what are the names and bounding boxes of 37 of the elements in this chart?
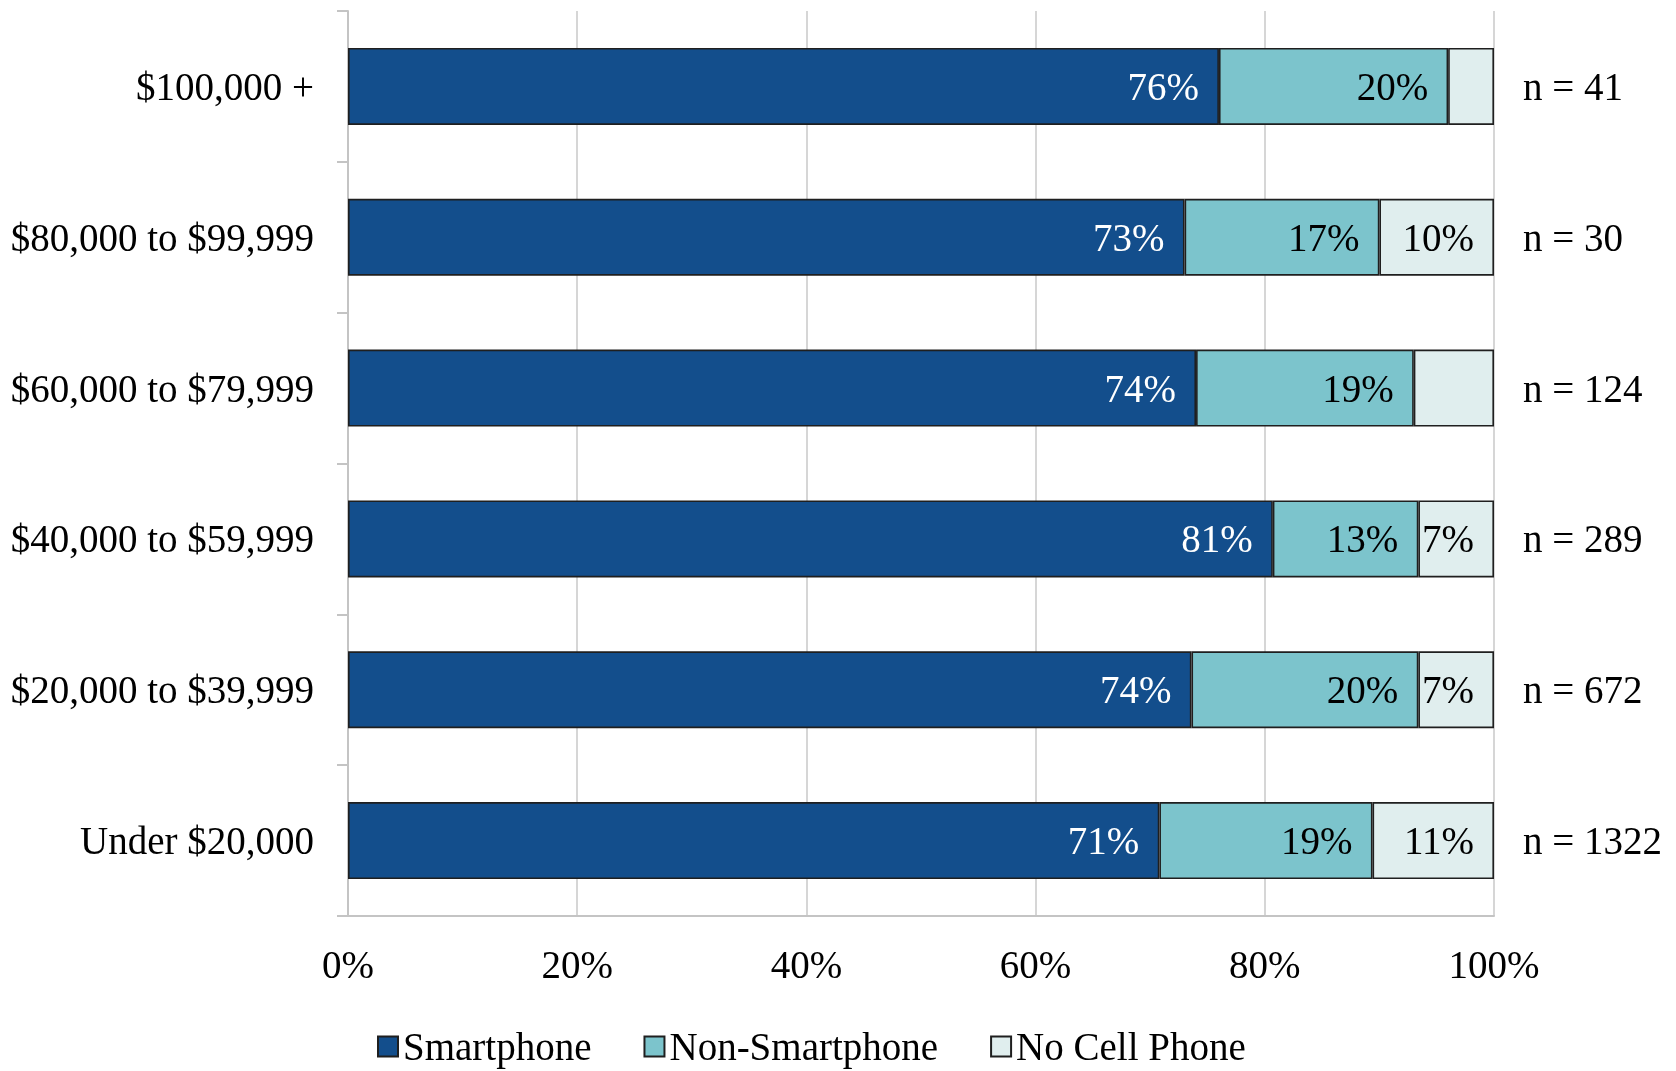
x-tick-label: 80% [1229,943,1301,986]
text: n = 30 [1523,215,1623,259]
data-label: 20% [1326,668,1399,712]
data-label: 74% [1104,366,1177,410]
data-label: 7% [1422,517,1474,561]
data-label: 13% [1326,517,1399,561]
data-label: 19% [1322,366,1394,410]
data-label: 10% [1402,215,1474,259]
text: n = 41 [1523,64,1623,108]
y-tick-label: $60,000 to $79,999 [10,366,314,410]
x-tick-label: 40% [770,943,843,986]
y-tick-label: $100,000 + [136,64,314,108]
data-label: 81% [1181,517,1253,561]
x-tick-label: 0% [322,943,374,986]
legend-label: Non-Smartphone [669,1025,939,1069]
data-label: 17% [1287,215,1360,259]
text: n = 1322 [1523,819,1662,863]
data-label: 7% [1422,668,1474,712]
data-label: 73% [1093,215,1165,259]
data-label: 11% [1403,819,1474,863]
y-tick-label: $20,000 to $39,999 [10,668,314,712]
data-label: 76% [1127,64,1199,108]
text: n = 672 [1523,668,1643,712]
x-tick-label: 100% [1448,943,1540,986]
y-tick-label: Under $20,000 [80,819,314,863]
x-tick-label: 60% [999,943,1072,986]
x-tick-label: 20% [541,943,613,986]
legend-label: No Cell Phone [1016,1025,1246,1068]
text: n = 124 [1523,366,1643,410]
y-tick-label: $40,000 to $59,999 [10,517,314,561]
data-label: 74% [1099,668,1172,712]
data-label: 71% [1067,819,1140,863]
data-label: 19% [1281,819,1353,863]
y-tick-label: $80,000 to $99,999 [10,215,314,259]
legend-label: Smartphone [403,1025,592,1069]
data-label: 20% [1356,64,1429,108]
text: n = 289 [1523,517,1643,561]
